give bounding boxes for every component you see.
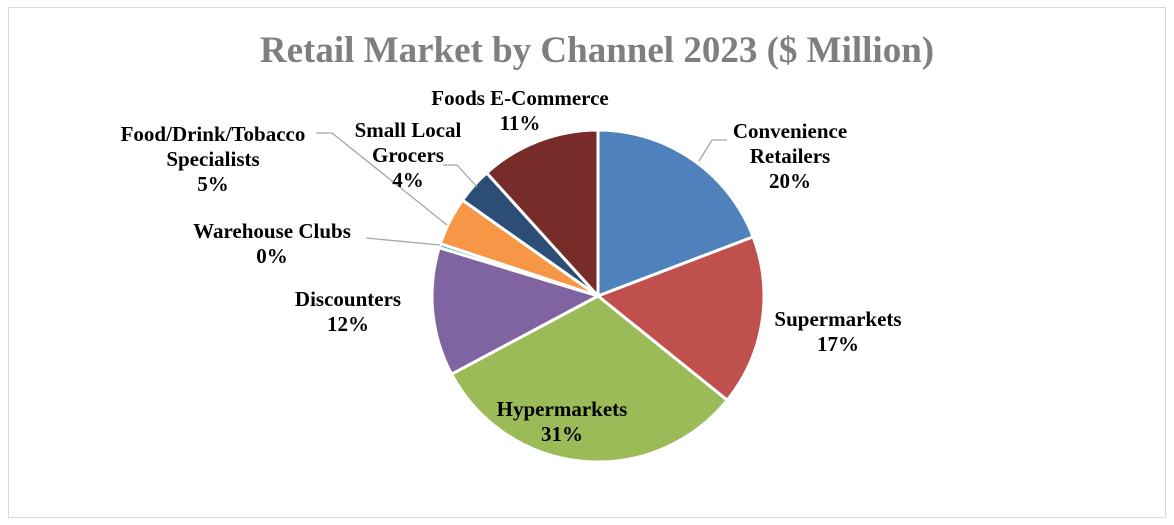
data-label-supermarkets: Supermarkets 17% (774, 307, 901, 356)
data-label-category: Retailers (750, 144, 830, 168)
pie-slice-supermarkets (596, 235, 766, 402)
chart-title: Retail Market by Channel 2023 ($ Million… (260, 30, 934, 71)
data-label-category: Specialists (166, 147, 259, 171)
leader-line-small-local-grocers (443, 164, 478, 188)
data-label-foods-e-commerce: Foods E-Commerce 11% (431, 86, 609, 135)
data-label-category: Convenience (733, 119, 847, 143)
pie-slice-discounters (430, 246, 600, 376)
data-label-food-drink-tobacco-specialists: Food/Drink/Tobacco Specialists 5% (121, 122, 306, 196)
data-labels: Convenience Retailers 20% Supermarkets 17% Hy… (121, 86, 902, 446)
data-label-hypermarkets: Hypermarkets 31% (497, 397, 628, 446)
data-label-percent: 31% (541, 422, 583, 446)
pie-slices (430, 128, 766, 464)
data-label-category: Grocers (372, 143, 444, 167)
data-label-warehouse-clubs: Warehouse Clubs 0% (193, 219, 351, 268)
data-label-category: Small Local (355, 118, 462, 142)
data-label-percent: 17% (817, 332, 859, 356)
data-label-category: Discounters (295, 287, 401, 311)
data-label-convenience-retailers: Convenience Retailers 20% (733, 119, 847, 193)
data-label-discounters: Discounters 12% (295, 287, 401, 336)
pie-slice-foods-e-commerce (485, 128, 600, 298)
data-label-percent: 0% (256, 244, 288, 268)
data-label-percent: 12% (327, 312, 369, 336)
data-label-percent: 11% (500, 111, 541, 135)
leader-line-warehouse-clubs (365, 237, 441, 246)
data-label-percent: 5% (197, 172, 229, 196)
leader-line-convenience-retailers (698, 139, 727, 162)
data-label-category: Supermarkets (774, 307, 901, 331)
data-label-percent: 20% (769, 169, 811, 193)
data-label-percent: 4% (392, 168, 424, 192)
data-label-category: Hypermarkets (497, 397, 628, 421)
pie-slice-convenience-retailers (596, 128, 755, 298)
leader-lines (316, 132, 727, 246)
data-label-category: Food/Drink/Tobacco (121, 122, 306, 146)
leader-line-food-drink-tobacco-specialists (316, 132, 448, 226)
data-label-category: Warehouse Clubs (193, 219, 351, 243)
data-label-small-local-grocers: Small Local Grocers 4% (355, 118, 462, 192)
data-label-category: Foods E-Commerce (431, 86, 609, 110)
